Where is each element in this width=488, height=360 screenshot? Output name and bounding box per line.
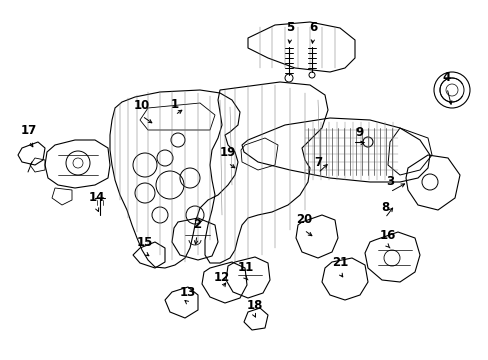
- Text: 21: 21: [331, 256, 347, 269]
- Text: 15: 15: [137, 236, 153, 249]
- Text: 13: 13: [180, 286, 196, 299]
- Text: 20: 20: [295, 213, 311, 226]
- Text: 2: 2: [193, 218, 201, 231]
- Text: 8: 8: [380, 201, 388, 214]
- Text: 5: 5: [285, 21, 293, 34]
- Text: 18: 18: [246, 299, 263, 312]
- Text: 4: 4: [442, 71, 450, 84]
- Text: 16: 16: [379, 229, 395, 242]
- Text: 17: 17: [21, 124, 37, 137]
- Text: 3: 3: [385, 175, 393, 188]
- Text: 6: 6: [308, 21, 317, 34]
- Text: 7: 7: [313, 156, 322, 169]
- Text: 19: 19: [220, 146, 236, 159]
- Text: 10: 10: [134, 99, 150, 112]
- Text: 1: 1: [171, 98, 179, 111]
- Text: 9: 9: [355, 126, 364, 139]
- Text: 14: 14: [89, 191, 105, 204]
- Text: 11: 11: [237, 261, 254, 274]
- Text: 12: 12: [213, 271, 230, 284]
